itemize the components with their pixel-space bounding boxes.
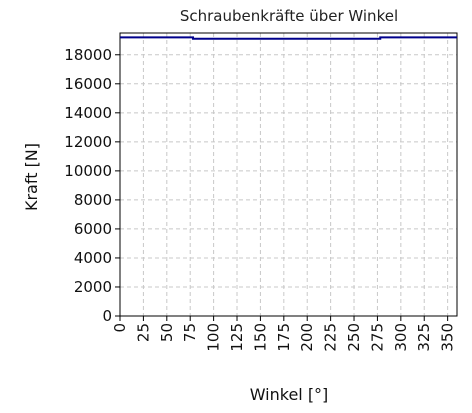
y-axis-label: Kraft [N] [22, 143, 41, 211]
y-tick-label: 18000 [64, 46, 112, 64]
x-tick-label: 350 [439, 323, 457, 352]
x-tick-label: 200 [298, 323, 316, 352]
y-tick-label: 12000 [64, 133, 112, 151]
x-tick-label: 175 [275, 323, 293, 352]
chart-title: Schraubenkräfte über Winkel [180, 7, 398, 25]
y-tick-label: 0 [102, 307, 112, 325]
y-axis-ticks: 0 2000 4000 6000 8000 10000 12000 14000 16000 180… [64, 46, 120, 325]
y-tick-label: 14000 [64, 104, 112, 122]
grid [119, 33, 457, 317]
x-tick-label: 25 [134, 323, 152, 342]
x-tick-label: 250 [345, 323, 363, 352]
x-tick-label: 300 [392, 323, 410, 352]
x-tick-label: 325 [415, 323, 433, 352]
x-tick-label: 225 [322, 323, 340, 352]
x-tick-label: 275 [368, 323, 386, 352]
series-line-0 [120, 36, 457, 40]
y-tick-label: 4000 [74, 249, 112, 267]
y-tick-label: 10000 [64, 162, 112, 180]
y-tick-label: 2000 [74, 278, 112, 296]
x-tick-label: 125 [228, 323, 246, 352]
x-axis-label: Winkel [°] [250, 385, 329, 404]
series-layer [120, 36, 457, 40]
x-tick-label: 150 [251, 323, 269, 352]
y-tick-label: 6000 [74, 220, 112, 238]
x-axis-ticks: 0 25 50 75 100 125 150 175 200 225 250 275 300 325 350 [111, 316, 457, 352]
x-tick-label: 0 [111, 323, 129, 333]
y-tick-label: 16000 [64, 75, 112, 93]
x-tick-label: 100 [205, 323, 223, 352]
x-tick-label: 50 [158, 323, 176, 342]
x-tick-label: 75 [181, 323, 199, 342]
plot-area [119, 32, 458, 317]
y-tick-label: 8000 [74, 191, 112, 209]
